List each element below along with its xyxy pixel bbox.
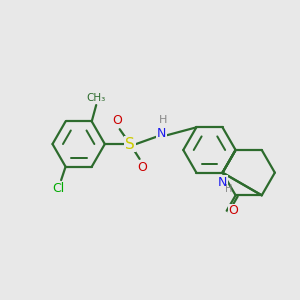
Text: N: N [157, 127, 166, 140]
Text: H: H [159, 115, 167, 125]
Text: Cl: Cl [52, 182, 64, 196]
Text: S: S [125, 136, 135, 152]
Text: N: N [218, 176, 227, 189]
Text: CH₃: CH₃ [87, 93, 106, 103]
Text: O: O [228, 204, 238, 217]
Text: O: O [112, 114, 122, 127]
Text: H: H [225, 184, 233, 194]
Text: O: O [138, 161, 148, 174]
